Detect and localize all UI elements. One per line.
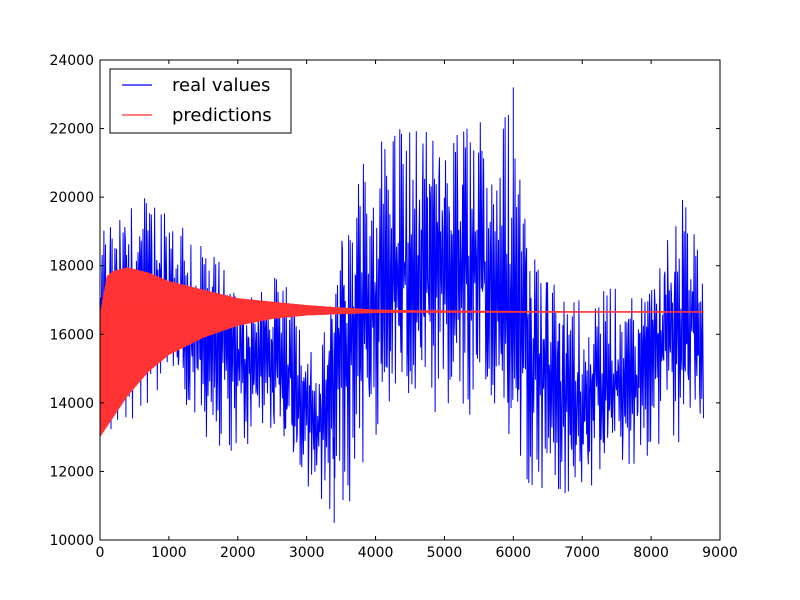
y-tick-label: 18000 xyxy=(49,259,94,275)
legend-label-real-values: real values xyxy=(172,75,270,96)
legend: real values predictions xyxy=(109,68,292,134)
y-tick-label: 14000 xyxy=(49,396,94,412)
tick-layer: 0 1000 2000 3000 4000 5000 6000 7000 8000 9000 100… xyxy=(49,53,737,561)
legend-label-predictions: predictions xyxy=(172,105,272,126)
x-tick-label: 3000 xyxy=(289,545,325,561)
x-tick-label: 9000 xyxy=(702,545,738,561)
x-tick-label: 1000 xyxy=(151,545,187,561)
y-tick-label: 24000 xyxy=(49,53,94,69)
x-tick-label: 5000 xyxy=(427,545,463,561)
x-tick-label: 4000 xyxy=(358,545,394,561)
x-tick-label: 7000 xyxy=(564,545,600,561)
x-tick-label: 0 xyxy=(96,545,105,561)
y-tick-label: 22000 xyxy=(49,122,94,138)
legend-box xyxy=(109,68,292,134)
series-layer xyxy=(100,87,704,523)
plot-frame xyxy=(99,59,721,541)
y-tick-label: 16000 xyxy=(49,327,94,343)
y-tick-label: 12000 xyxy=(49,464,94,480)
x-tick-label: 2000 xyxy=(220,545,256,561)
y-tick-label: 10000 xyxy=(49,533,94,549)
x-tick-label: 6000 xyxy=(496,545,532,561)
x-tick-label: 8000 xyxy=(633,545,669,561)
y-tick-label: 20000 xyxy=(49,190,94,206)
